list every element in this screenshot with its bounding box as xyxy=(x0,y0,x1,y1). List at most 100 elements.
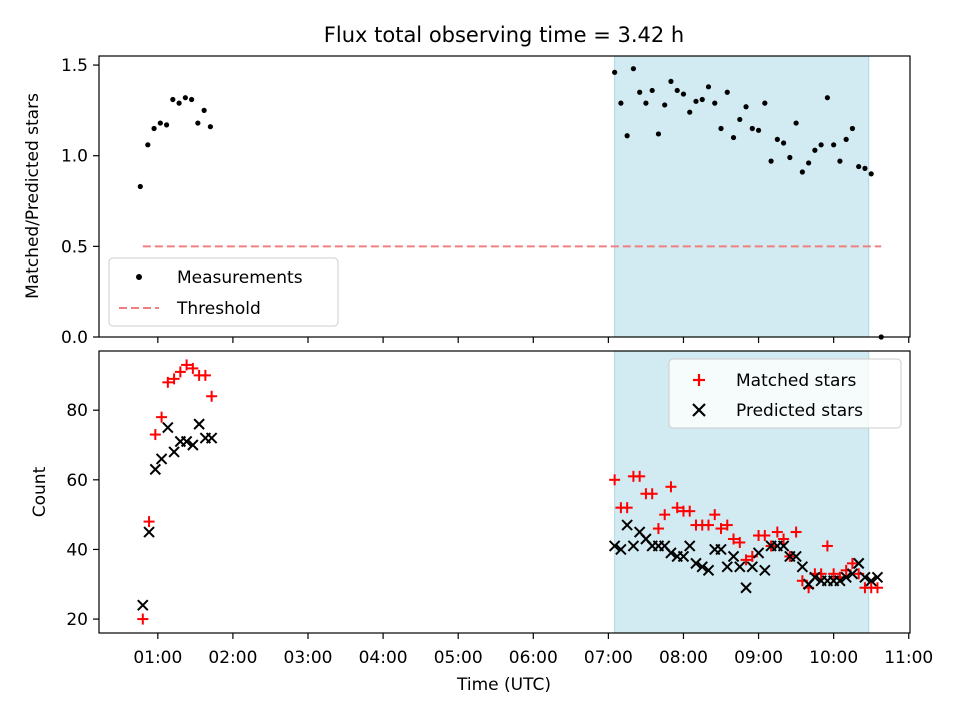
measurement-point xyxy=(207,124,213,130)
predicted-star-point xyxy=(740,582,752,594)
predicted-star-point xyxy=(677,550,690,563)
predicted-star-point xyxy=(193,418,205,430)
measurement-point xyxy=(680,91,687,97)
y-tick-label: 1.5 xyxy=(61,56,88,76)
predicted-star-point xyxy=(746,561,759,573)
measurement-points xyxy=(137,66,884,340)
measurement-point xyxy=(768,158,774,164)
measurement-point xyxy=(643,100,649,106)
bottom-axes-frame xyxy=(98,350,911,634)
matched-star-point xyxy=(709,509,721,521)
predicted-star-point xyxy=(859,571,871,584)
measurement-point xyxy=(724,89,730,95)
predicted-star-point xyxy=(187,439,199,451)
measurement-point xyxy=(806,160,812,166)
predicted-stars-legend-marker xyxy=(692,403,706,417)
top-legend: Measurements Threshold xyxy=(108,257,339,327)
measurement-point xyxy=(137,183,143,190)
predicted-star-point xyxy=(809,571,821,584)
measurement-point xyxy=(662,102,668,108)
predicted-star-point xyxy=(684,540,696,552)
predicted-star-point xyxy=(615,543,627,556)
x-tick-label: 02:00 xyxy=(208,648,257,668)
matched-star-point xyxy=(168,373,180,385)
predicted-stars-legend-label: Predicted stars xyxy=(736,401,863,421)
predicted-star-point xyxy=(796,561,809,573)
matched-star-point xyxy=(771,526,783,538)
predicted-star-point xyxy=(734,561,746,573)
matched-star-point xyxy=(143,516,155,528)
predicted-star-point xyxy=(777,540,790,552)
measurement-point xyxy=(831,142,837,148)
predicted-star-point xyxy=(721,561,733,573)
matched-star-point xyxy=(728,533,740,545)
y-tick-label: 20 xyxy=(66,610,88,630)
measurement-point xyxy=(182,95,188,101)
figure-title: Flux total observing time = 3.42 h xyxy=(324,23,684,47)
matched-star-point xyxy=(778,533,790,545)
predicted-star-point xyxy=(840,571,852,584)
measurement-point xyxy=(818,142,824,148)
matched-star-point xyxy=(634,470,646,482)
matched-star-point xyxy=(181,359,193,371)
top-panel: 0.0 0.5 1.0 1.5 Matched/Predicted stars Mea… xyxy=(23,55,911,348)
measurement-point xyxy=(787,154,793,161)
matched-star-point xyxy=(790,526,802,538)
predicted-star-point xyxy=(715,543,727,556)
measurement-point xyxy=(743,104,749,110)
measurement-point xyxy=(674,87,680,94)
threshold-legend-label: Threshold xyxy=(176,299,261,319)
y-tick-label: 80 xyxy=(66,401,88,421)
count-points xyxy=(137,359,884,625)
predicted-star-point xyxy=(727,550,740,563)
predicted-star-point xyxy=(702,564,715,577)
measurement-point xyxy=(624,133,630,139)
measurement-point xyxy=(612,69,618,75)
measurement-point xyxy=(712,100,718,106)
measurement-point xyxy=(749,125,755,132)
matched-star-point xyxy=(671,502,683,514)
measurement-point xyxy=(799,169,805,175)
x-tick-label: 08:00 xyxy=(659,648,708,668)
measurement-point xyxy=(687,109,693,115)
top-legend-frame xyxy=(108,257,339,327)
x-tick-label: 04:00 xyxy=(359,648,408,668)
measurement-point xyxy=(718,125,724,132)
matched-star-point xyxy=(684,505,696,517)
y-tick-label: 0.5 xyxy=(61,237,88,257)
predicted-star-point xyxy=(162,421,174,434)
x-tick-label: 01:00 xyxy=(133,648,182,668)
predicted-star-point xyxy=(205,432,218,444)
measurement-point xyxy=(774,136,780,142)
matched-star-point xyxy=(646,488,658,500)
matched-star-point xyxy=(821,540,833,552)
x-tick-label: 11:00 xyxy=(884,648,933,668)
predicted-star-point xyxy=(665,547,677,559)
measurement-point xyxy=(793,120,799,126)
measurement-point xyxy=(868,171,874,177)
x-tick-label: 10:00 xyxy=(809,648,858,668)
measurement-point xyxy=(780,140,787,146)
matched-star-point xyxy=(721,519,733,531)
matched-star-point xyxy=(828,568,840,580)
measurement-point xyxy=(189,96,195,103)
predicted-star-point xyxy=(846,568,859,580)
measurement-point xyxy=(655,131,662,137)
predicted-star-point xyxy=(608,540,621,552)
predicted-star-point xyxy=(627,540,640,552)
top-x-ticks xyxy=(157,337,910,343)
matched-star-point xyxy=(621,502,633,514)
measurement-point xyxy=(856,163,862,170)
predicted-star-point xyxy=(790,550,802,563)
matched-star-point xyxy=(149,429,161,441)
matched-star-point xyxy=(156,411,168,423)
predicted-star-point xyxy=(834,575,846,587)
measurement-point xyxy=(699,96,705,103)
measurement-point xyxy=(843,136,849,142)
bottom-legend-frame xyxy=(668,358,902,429)
measurement-point xyxy=(668,78,674,84)
measurement-point xyxy=(730,134,737,141)
y-tick-label: 0.0 xyxy=(61,328,88,348)
